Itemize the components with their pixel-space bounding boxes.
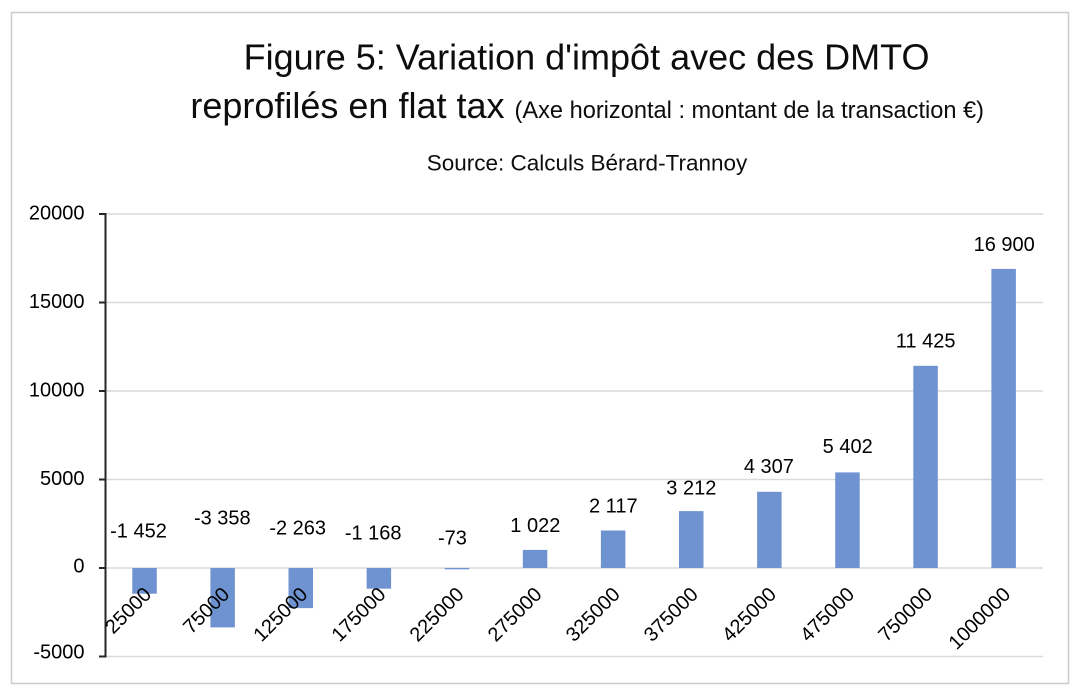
svg-text:5000: 5000 xyxy=(40,468,85,490)
svg-text:5 402: 5 402 xyxy=(823,436,873,458)
svg-text:0: 0 xyxy=(73,556,84,578)
svg-text:Figure 5: Variation d'impôt av: Figure 5: Variation d'impôt avec des DMT… xyxy=(244,36,930,77)
svg-text:-3 358: -3 358 xyxy=(194,508,251,530)
svg-text:4 307: 4 307 xyxy=(744,456,794,478)
svg-text:15000: 15000 xyxy=(29,291,85,313)
svg-text:Source: Calculs Bérard-Trannoy: Source: Calculs Bérard-Trannoy xyxy=(427,151,748,176)
svg-text:-1 168: -1 168 xyxy=(345,523,402,545)
svg-text:20000: 20000 xyxy=(29,203,85,225)
svg-text:3 212: 3 212 xyxy=(666,478,716,500)
svg-text:10000: 10000 xyxy=(29,380,85,402)
svg-text:1 022: 1 022 xyxy=(510,515,560,537)
svg-text:-5000: -5000 xyxy=(33,642,84,664)
svg-text:-2 263: -2 263 xyxy=(269,518,326,540)
svg-text:-1 452: -1 452 xyxy=(110,521,167,543)
svg-text:2 117: 2 117 xyxy=(589,496,638,518)
svg-text:-73: -73 xyxy=(438,528,467,550)
svg-text:11 425: 11 425 xyxy=(896,331,956,353)
svg-text:16 900: 16 900 xyxy=(974,234,1035,256)
svg-text:reprofilés en flat tax (Axe ho: reprofilés en flat tax (Axe horizontal :… xyxy=(190,85,984,126)
